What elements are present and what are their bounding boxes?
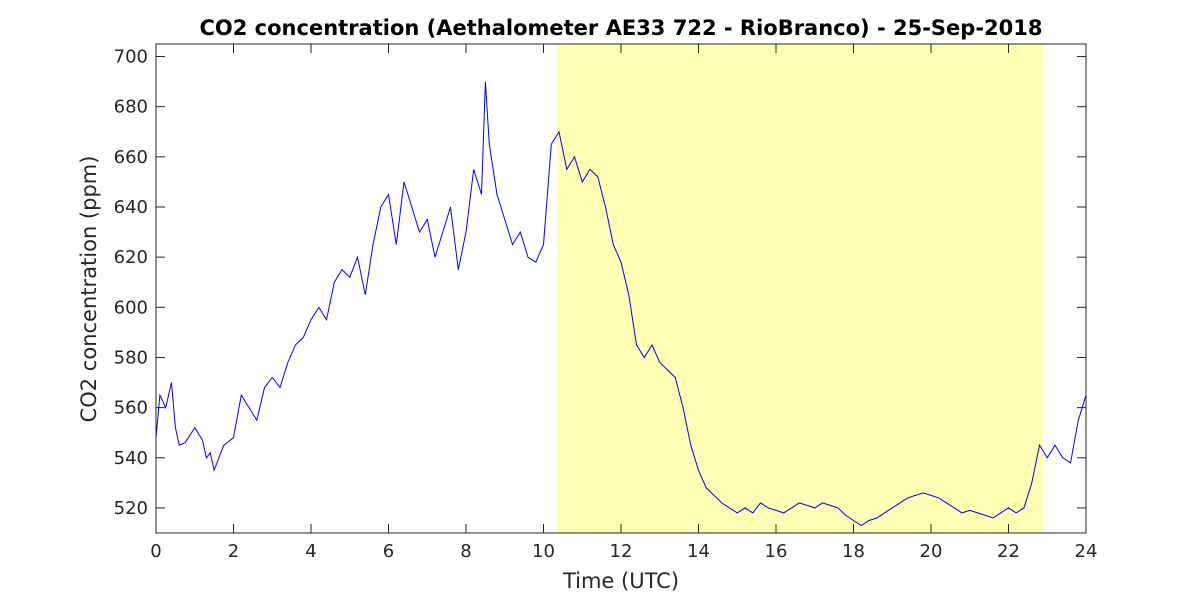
y-tick-label: 580 [114,347,148,368]
x-tick-label: 12 [610,541,633,562]
y-tick-label: 620 [114,247,148,268]
x-tick-label: 0 [150,541,161,562]
x-tick-label: 18 [842,541,865,562]
y-tick-labels: 520 540 560 580 600 620 640 660 680 700 [114,47,148,519]
y-tick-label: 660 [114,147,148,168]
y-tick-label: 540 [114,448,148,469]
y-axis-label: CO2 concentration (ppm) [77,156,101,423]
y-tick-label: 680 [114,97,148,118]
x-tick-labels: 0 2 4 6 8 10 12 14 16 18 20 22 24 [150,541,1097,562]
y-tick-label: 600 [114,297,148,318]
x-tick-label: 10 [532,541,555,562]
x-tick-label: 16 [765,541,788,562]
y-tick-label: 640 [114,197,148,218]
x-tick-label: 14 [687,541,710,562]
x-tick-label: 24 [1075,541,1098,562]
x-tick-label: 22 [997,541,1020,562]
chart-title: CO2 concentration (Aethalometer AE33 722… [200,16,1043,40]
x-tick-label: 8 [460,541,471,562]
x-tick-label: 6 [383,541,394,562]
y-tick-label: 560 [114,398,148,419]
x-tick-label: 4 [305,541,316,562]
x-axis-label: Time (UTC) [562,569,679,593]
x-tick-label: 20 [920,541,943,562]
series-line [155,81,1087,527]
y-tick-label: 520 [114,498,148,519]
y-tick-label: 700 [114,47,148,68]
plot-frame [155,43,1087,534]
shaded-region [557,44,1044,533]
x-tick-label: 2 [228,541,239,562]
